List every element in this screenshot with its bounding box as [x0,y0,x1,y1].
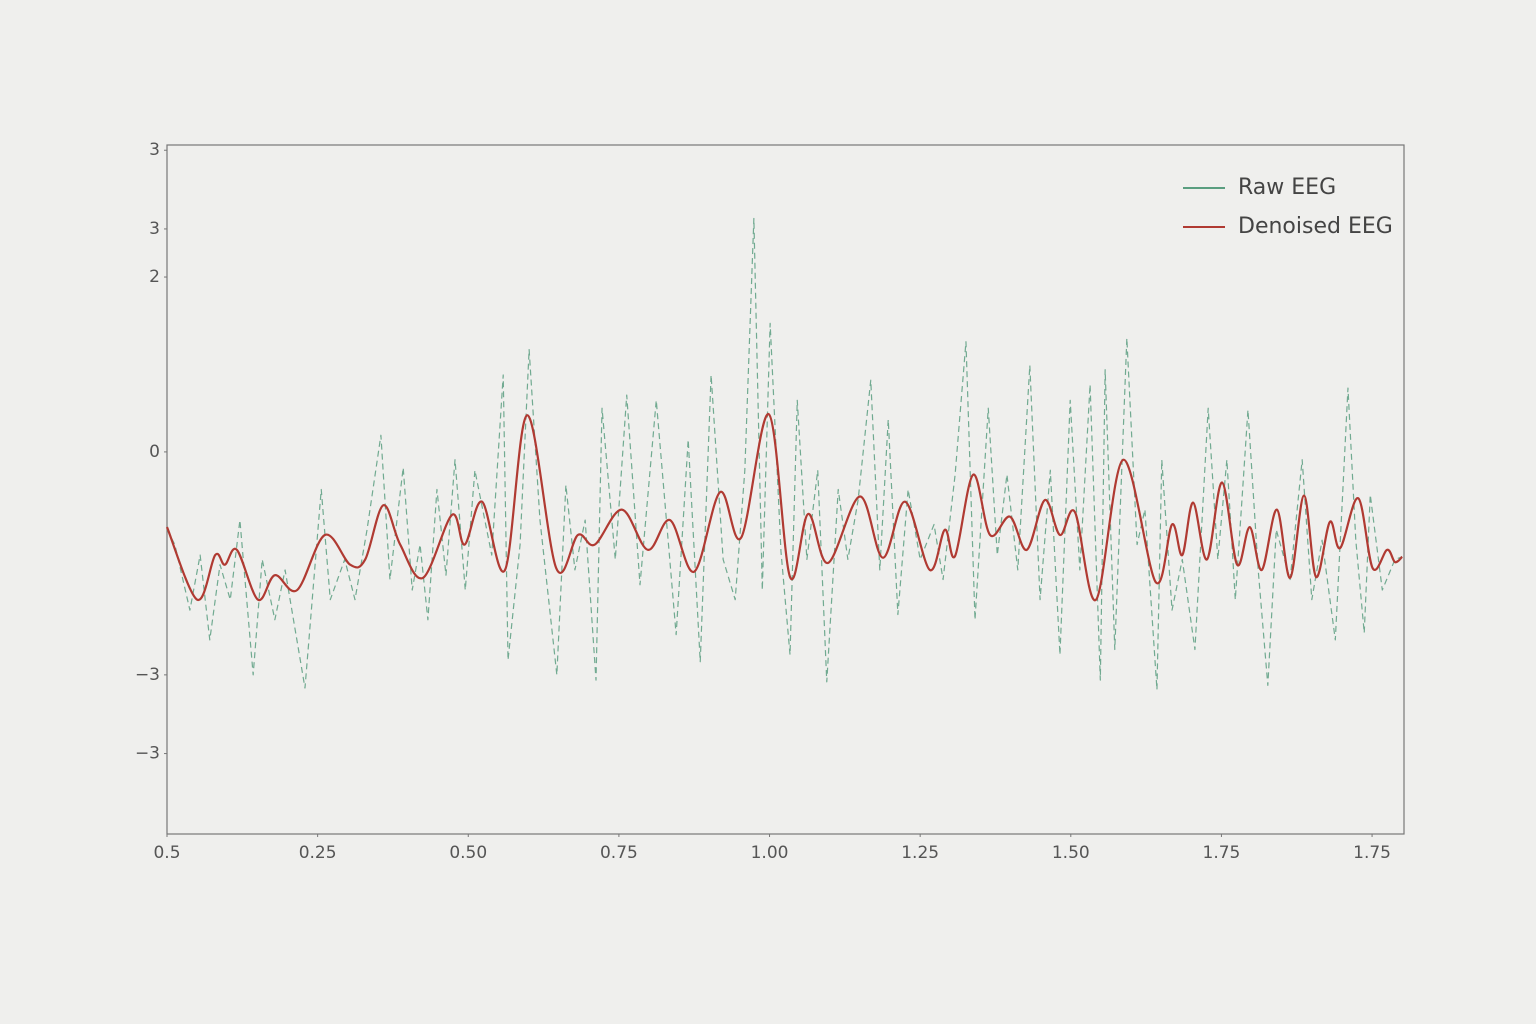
raw-line [166,217,1403,691]
y-tick-label: −3 [135,744,160,764]
legend-label: Raw EEG [1238,175,1336,200]
x-tick-label: 0.50 [449,843,487,863]
y-tick-label: 2 [149,267,160,287]
y-tick-label: 3 [149,219,160,239]
plot-frame [166,144,1405,835]
x-tick-label: 0.5 [153,843,180,863]
x-tick-label: 1.00 [751,843,789,863]
x-tick-label: 0.25 [299,843,337,863]
x-tick-label: 1.75 [1353,843,1391,863]
y-tick-label: 3 [149,140,160,160]
y-tick-label: 0 [149,442,160,462]
x-tick-label: 1.25 [901,843,939,863]
denoised-line [165,413,1403,601]
x-tick-label: 1.75 [1203,843,1241,863]
y-tick-label: −3 [135,665,160,685]
legend-label: Denoised EEG [1238,214,1393,239]
x-tick-label: 0.75 [600,843,638,863]
x-tick-label: 1.50 [1052,843,1090,863]
